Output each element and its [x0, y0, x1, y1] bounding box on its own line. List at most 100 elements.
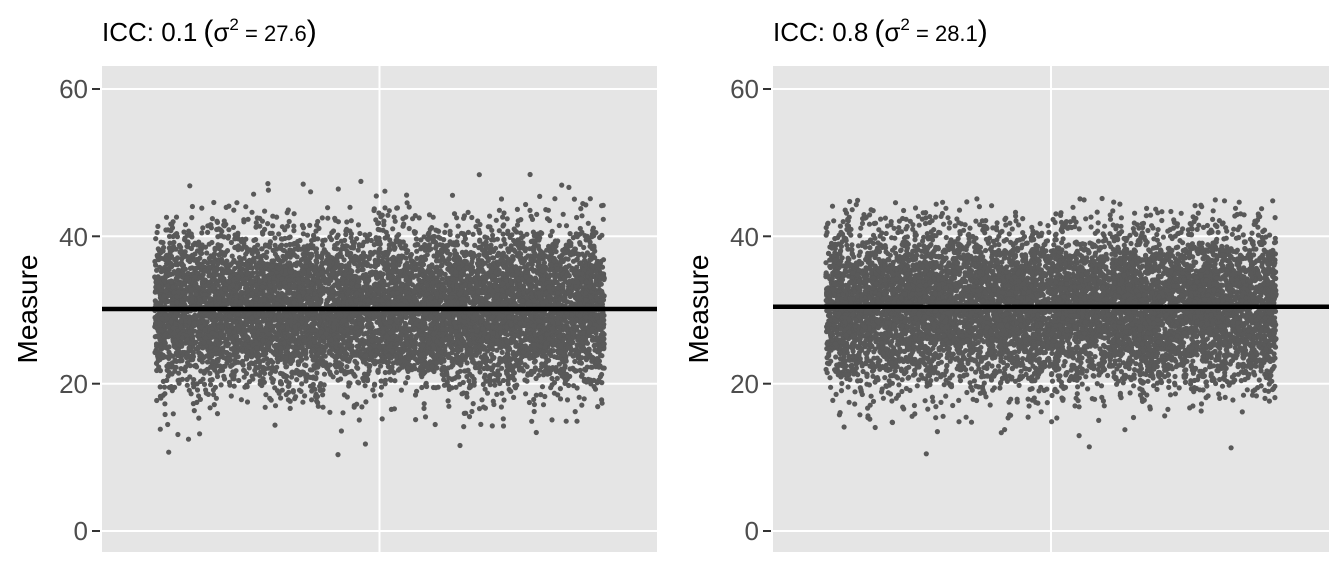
scatter-point: [509, 253, 516, 260]
scatter-point: [408, 319, 414, 325]
scatter-point: [441, 377, 447, 383]
scatter-point: [201, 381, 208, 387]
scatter-point: [370, 387, 376, 393]
scatter-point: [161, 244, 167, 251]
scatter-point: [186, 387, 192, 393]
scatter-point: [334, 369, 340, 375]
scatter-point: [534, 211, 540, 217]
scatter-point: [325, 215, 331, 221]
scatter-point: [265, 181, 271, 187]
scatter-point: [362, 441, 368, 447]
scatter-point: [251, 237, 257, 243]
scatter-point: [470, 231, 476, 237]
panel-title-left-text: ICC: 0.1: [102, 17, 197, 47]
scatter-point: [313, 246, 320, 252]
panel-title-left-sigma-exp: 2: [229, 15, 238, 34]
scatter-point: [157, 426, 163, 432]
scatter-point: [330, 228, 337, 234]
scatter-point: [429, 262, 435, 268]
scatter-point: [426, 230, 432, 236]
scatter-point: [228, 239, 234, 246]
scatter-point: [498, 404, 504, 410]
scatter-point: [154, 229, 160, 236]
scatter-point: [170, 411, 176, 417]
panel-left: ICC: 0.1 (σ2 = 27.6) 0 20 40 60 Measure: [12, 15, 657, 552]
scatter-point: [476, 172, 482, 178]
scatter-point: [154, 367, 160, 374]
scatter-point: [187, 265, 193, 271]
scatter-point: [204, 250, 210, 256]
scatter-point: [500, 214, 506, 220]
scatter-point: [461, 215, 467, 221]
scatter-point: [496, 207, 502, 213]
scatter-point: [358, 178, 364, 184]
scatter-point: [286, 389, 292, 395]
scatter-point: [599, 232, 605, 238]
scatter-point: [490, 232, 496, 238]
scatter-point: [243, 204, 249, 210]
scatter-point: [287, 234, 293, 240]
scatter-point: [214, 370, 220, 376]
scatter-point: [540, 402, 547, 408]
scatter-point: [236, 377, 242, 384]
scatter-point: [265, 187, 271, 193]
scatter-point: [187, 183, 193, 189]
panel-title-left-sigma-value: = 27.6: [239, 21, 307, 46]
scatter-point: [413, 236, 419, 242]
scatter-point: [307, 222, 313, 228]
scatter-point: [302, 393, 308, 399]
panel-title-left-paren-open: (: [203, 15, 213, 48]
scatter-point: [584, 233, 590, 239]
scatter-point: [371, 393, 377, 399]
scatter-point: [574, 418, 580, 424]
scatter-point: [560, 211, 566, 217]
scatter-point: [185, 239, 191, 245]
scatter-point: [403, 380, 409, 386]
scatter-point: [600, 216, 606, 222]
scatter-point: [211, 199, 217, 206]
scatter-point: [211, 402, 217, 408]
scatter-point: [569, 265, 575, 271]
scatter-point: [587, 196, 593, 202]
scatter-point: [441, 382, 447, 388]
scatter-point: [576, 394, 582, 400]
scatter-point: [455, 223, 461, 229]
scatter-point: [592, 386, 599, 392]
scatter-point: [421, 405, 427, 411]
scatter-point: [314, 254, 320, 260]
scatter-point: [286, 218, 292, 225]
scatter-point: [155, 223, 161, 229]
scatter-point: [510, 394, 517, 400]
scatter-point: [547, 248, 553, 254]
scatter-point: [204, 359, 211, 365]
scatter-point: [314, 393, 321, 400]
scatter-point: [272, 422, 278, 428]
scatter-point: [279, 387, 285, 393]
scatter-point: [364, 235, 370, 241]
scatter-point: [433, 245, 439, 251]
scatter-point: [564, 397, 571, 403]
scatter-point: [414, 388, 420, 394]
scatter-point: [472, 242, 478, 248]
scatter-point: [386, 208, 392, 214]
scatter-point: [276, 231, 282, 237]
scatter-point: [296, 387, 303, 393]
scatter-point: [487, 213, 493, 219]
scatter-point: [205, 229, 211, 235]
scatter-point: [391, 214, 397, 220]
scatter-point: [567, 231, 573, 237]
scatter-point: [299, 381, 305, 387]
scatter-point: [501, 397, 507, 403]
scatter-point: [270, 223, 276, 229]
panel-title-left: ICC: 0.1 (σ2 = 27.6): [102, 15, 317, 48]
scatter-point: [165, 421, 171, 428]
scatter-point: [601, 341, 607, 347]
scatter-point: [456, 374, 462, 380]
scatter-point: [582, 366, 588, 372]
scatter-point: [382, 235, 388, 241]
scatter-point: [406, 225, 412, 232]
scatter-point: [469, 408, 475, 415]
scatter-point: [175, 431, 181, 438]
scatter-point: [399, 282, 405, 289]
